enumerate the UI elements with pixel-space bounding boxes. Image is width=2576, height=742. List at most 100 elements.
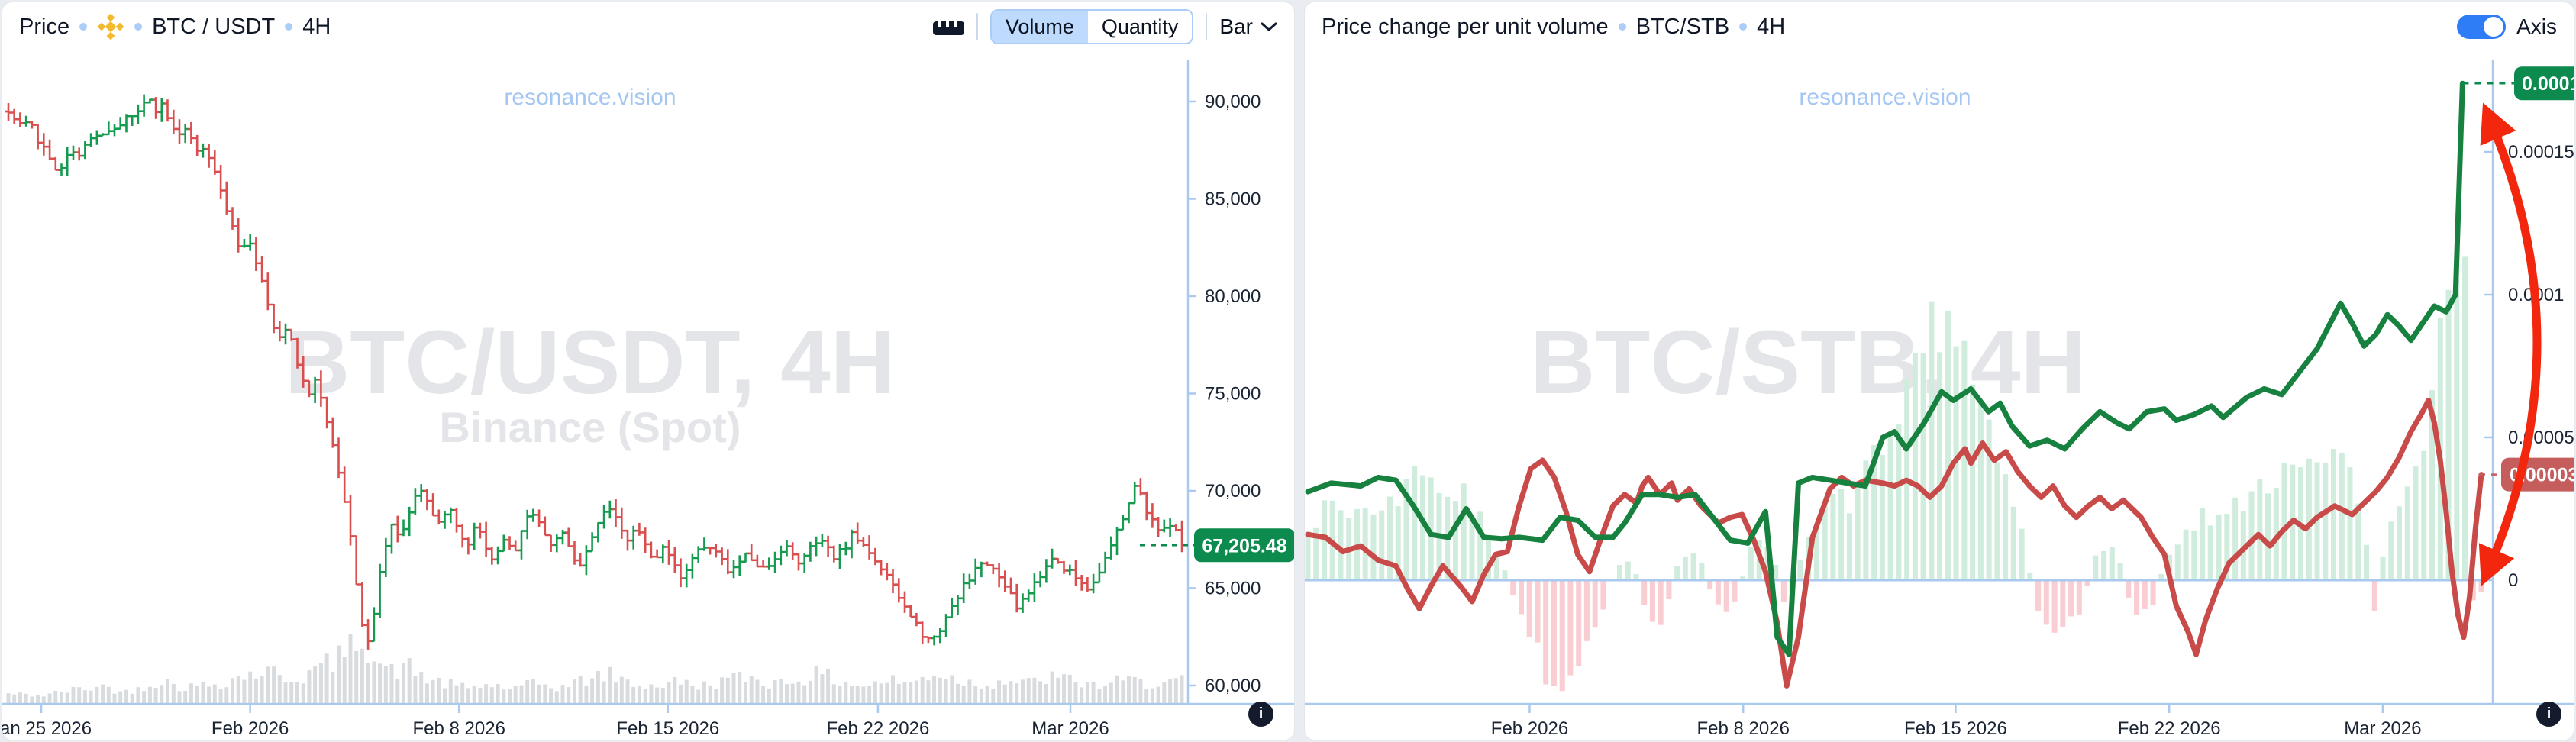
- positive-volume-bar: [1338, 510, 1344, 580]
- volume-bar: [826, 669, 831, 703]
- volume-bar: [831, 684, 836, 703]
- quantity-tab[interactable]: Quantity: [1087, 11, 1193, 43]
- volume-bar: [378, 663, 383, 703]
- info-icon: i: [2546, 705, 2552, 722]
- chart-type-dropdown[interactable]: Bar: [1219, 15, 1277, 39]
- volume-bar: [673, 677, 677, 703]
- positive-volume-bar: [2093, 555, 2099, 580]
- positive-volume-bar: [1846, 513, 1852, 580]
- positive-volume-bar: [1403, 479, 1409, 580]
- positive-volume-bar: [2207, 525, 2213, 580]
- info-icon: i: [1258, 705, 1264, 722]
- positive-volume-bar: [2003, 474, 2009, 580]
- measure-ruler-icon[interactable]: [932, 15, 964, 38]
- negative-volume-bar: [2035, 581, 2042, 611]
- volume-bar: [484, 684, 489, 703]
- volume-bar: [171, 683, 176, 703]
- positive-volume-bar: [1420, 475, 1425, 580]
- volume-bar: [519, 685, 524, 703]
- positive-volume-bar: [1813, 524, 1819, 580]
- last-price-badge: [1194, 528, 1294, 563]
- volume-bar: [850, 686, 854, 703]
- axis-toggle[interactable]: [2457, 15, 2507, 39]
- info-button[interactable]: i: [2536, 702, 2561, 727]
- negative-volume-bar: [1526, 581, 1532, 637]
- negative-volume-bar: [1732, 581, 1738, 602]
- price-axis[interactable]: 90,000 85,000 80,000 75,000 70,000 65,000 60,0…: [2, 60, 1295, 739]
- positive-volume-bar: [2306, 458, 2312, 580]
- volume-bar: [1103, 686, 1108, 703]
- volume-tab[interactable]: Volume: [991, 11, 1088, 43]
- volume-bar: [844, 682, 848, 703]
- toggle-knob-icon: [2484, 17, 2504, 37]
- watermark-exchange: Binance (Spot): [439, 403, 741, 451]
- volume-bar: [932, 676, 937, 703]
- info-button[interactable]: i: [1248, 702, 1273, 727]
- volume-bar: [413, 676, 418, 703]
- volume-bar: [1085, 682, 1089, 703]
- negative-volume-bar: [2126, 581, 2132, 598]
- volume-bar: [573, 679, 576, 703]
- last-price-value: 67,205.48: [1202, 535, 1286, 556]
- volume-bar: [1162, 682, 1167, 703]
- volume-bar: [649, 684, 654, 703]
- ohlc-bars-up: [23, 94, 1173, 646]
- positive-volume-bar: [1469, 516, 1475, 580]
- volume-bar: [1127, 676, 1131, 703]
- positive-volume-bar: [1625, 561, 1631, 580]
- positive-volume-bar: [1305, 531, 1311, 580]
- volume-bar: [65, 692, 69, 703]
- volume-bar: [1002, 684, 1007, 703]
- volume-bar: [1180, 675, 1184, 703]
- chart-type-value: Bar: [1219, 15, 1253, 38]
- volume-bar: [614, 682, 618, 703]
- dot-separator-icon: [285, 23, 293, 31]
- positive-volume-bar: [1855, 481, 1861, 580]
- positive-volume-bar: [2454, 279, 2460, 580]
- volume-bar: [47, 693, 52, 703]
- volume-bar: [608, 666, 612, 703]
- negative-volume-bar: [1535, 581, 1541, 643]
- positive-volume-bar: [2191, 530, 2197, 580]
- volume-bar: [790, 683, 795, 703]
- volume-bar: [891, 675, 895, 703]
- positive-volume-bar: [1822, 502, 1828, 580]
- negative-volume-bar: [1567, 581, 1574, 676]
- chevron-down-icon: [1261, 22, 1277, 31]
- volume-bar: [253, 678, 258, 703]
- volume-bar: [531, 679, 535, 703]
- positive-volume-bar: [2331, 449, 2336, 580]
- volume-bar: [560, 685, 565, 703]
- price-chart-panel: Price BTC / USDT 4H: [2, 2, 1295, 740]
- interval-label: 4H: [1757, 14, 1786, 39]
- volume-bar: [89, 690, 93, 703]
- volume-bar: [637, 685, 641, 703]
- volume-bar: [991, 688, 996, 703]
- volume-bar: [956, 683, 960, 703]
- volume-bar: [12, 694, 17, 703]
- volume-bar: [1168, 679, 1173, 703]
- volume-bar: [1121, 680, 1125, 703]
- dot-separator-icon: [134, 23, 143, 31]
- positive-volume-bar: [1764, 546, 1771, 580]
- positive-volume-bar: [2323, 462, 2329, 580]
- positive-volume-bar: [2117, 563, 2123, 580]
- watermark-symbol: BTC/STB, 4H: [1530, 312, 2086, 413]
- watermark-brand: resonance.vision: [1799, 85, 1971, 110]
- volume-bar: [702, 681, 706, 703]
- volume-bar: [301, 683, 305, 703]
- date-tick-label: Jan 25 2026: [2, 718, 92, 739]
- positive-volume-bar: [2183, 529, 2189, 580]
- btc-stb-price-change-chart[interactable]: resonance.vision BTC/STB, 4H 0.00015 0.00…: [1305, 51, 2574, 740]
- btc-usdt-price-chart[interactable]: resonance.vision BTC/USDT, 4H Binance (S…: [2, 51, 1295, 740]
- panel-title-price: Price: [19, 14, 70, 39]
- positive-volume-bar: [1502, 570, 1508, 580]
- date-tick-label: Feb 2026: [1491, 718, 1568, 739]
- positive-volume-bar: [1477, 511, 1483, 580]
- volume-bar: [177, 691, 182, 703]
- positive-volume-bar: [1616, 565, 1622, 580]
- value-tick-label: 0.00015: [2508, 142, 2574, 163]
- volume-bar: [1067, 675, 1072, 703]
- volume-bar: [738, 672, 742, 703]
